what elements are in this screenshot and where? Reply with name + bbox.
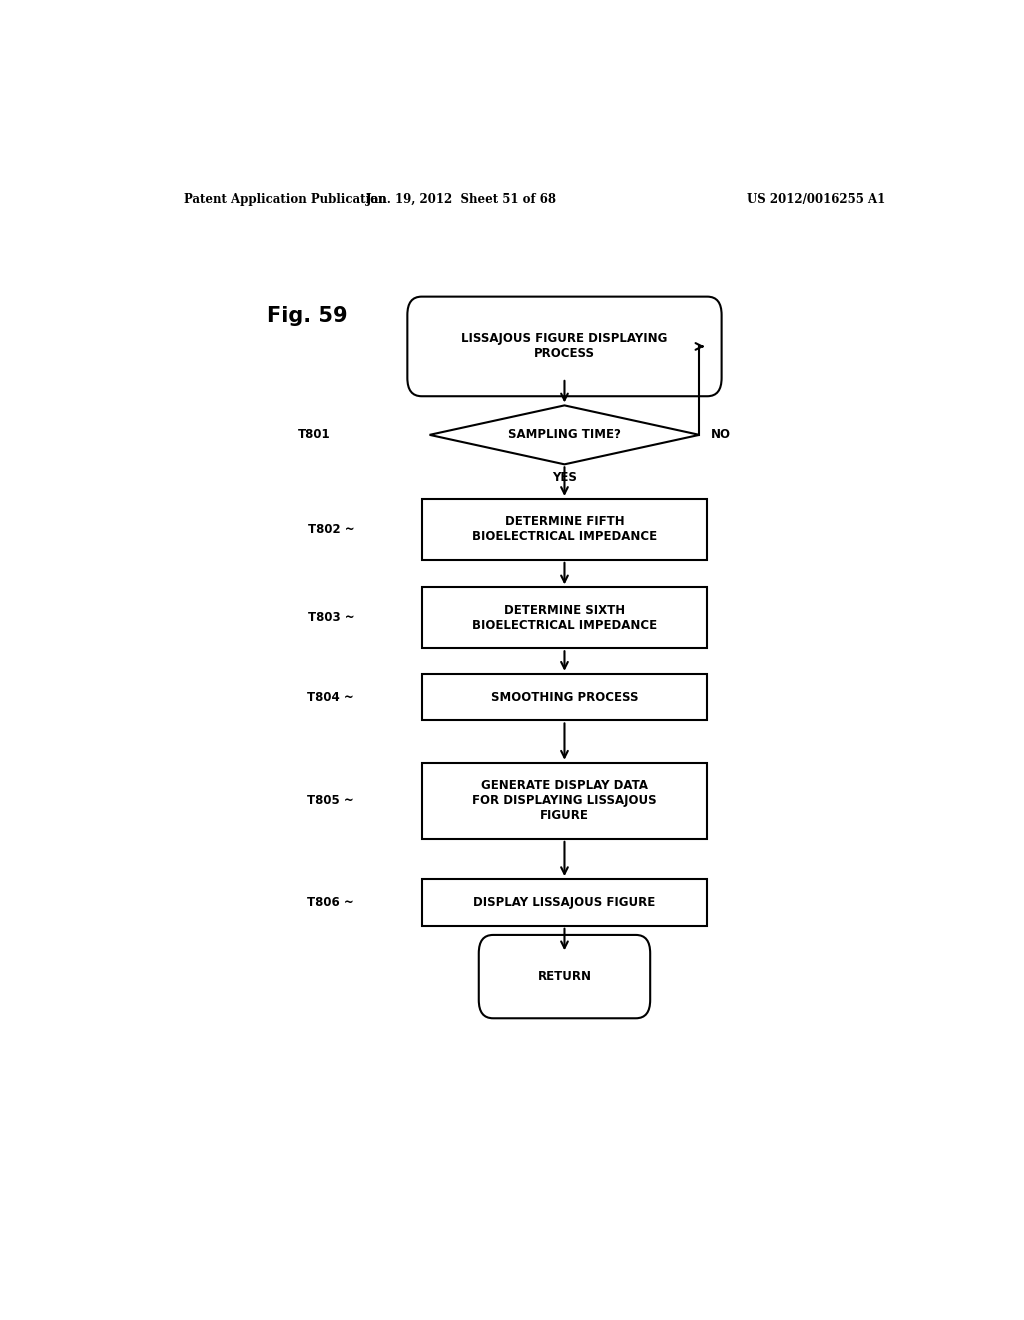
FancyBboxPatch shape bbox=[408, 297, 722, 396]
Text: T806 ~: T806 ~ bbox=[307, 896, 354, 909]
Text: T801: T801 bbox=[298, 429, 331, 441]
Text: DETERMINE SIXTH
BIOELECTRICAL IMPEDANCE: DETERMINE SIXTH BIOELECTRICAL IMPEDANCE bbox=[472, 603, 657, 632]
Text: T804 ~: T804 ~ bbox=[307, 690, 354, 704]
Bar bbox=[422, 499, 708, 560]
Bar bbox=[422, 673, 708, 721]
Polygon shape bbox=[430, 405, 699, 465]
Text: Jan. 19, 2012  Sheet 51 of 68: Jan. 19, 2012 Sheet 51 of 68 bbox=[366, 193, 557, 206]
Bar bbox=[422, 879, 708, 925]
Text: GENERATE DISPLAY DATA
FOR DISPLAYING LISSAJOUS
FIGURE: GENERATE DISPLAY DATA FOR DISPLAYING LIS… bbox=[472, 779, 656, 822]
Text: US 2012/0016255 A1: US 2012/0016255 A1 bbox=[748, 193, 886, 206]
Text: SAMPLING TIME?: SAMPLING TIME? bbox=[508, 429, 621, 441]
Text: NO: NO bbox=[712, 429, 731, 441]
Text: T803 ~: T803 ~ bbox=[307, 611, 354, 624]
Bar bbox=[422, 587, 708, 648]
Text: DISPLAY LISSAJOUS FIGURE: DISPLAY LISSAJOUS FIGURE bbox=[473, 896, 655, 909]
Text: RETURN: RETURN bbox=[538, 970, 592, 983]
Text: Patent Application Publication: Patent Application Publication bbox=[183, 193, 386, 206]
Text: T805 ~: T805 ~ bbox=[307, 795, 354, 808]
Text: T802 ~: T802 ~ bbox=[307, 523, 354, 536]
Text: DETERMINE FIFTH
BIOELECTRICAL IMPEDANCE: DETERMINE FIFTH BIOELECTRICAL IMPEDANCE bbox=[472, 515, 657, 544]
Text: YES: YES bbox=[552, 471, 577, 484]
FancyBboxPatch shape bbox=[479, 935, 650, 1018]
Text: SMOOTHING PROCESS: SMOOTHING PROCESS bbox=[490, 690, 638, 704]
Bar bbox=[422, 763, 708, 840]
Text: Fig. 59: Fig. 59 bbox=[267, 306, 347, 326]
Text: LISSAJOUS FIGURE DISPLAYING
PROCESS: LISSAJOUS FIGURE DISPLAYING PROCESS bbox=[461, 333, 668, 360]
